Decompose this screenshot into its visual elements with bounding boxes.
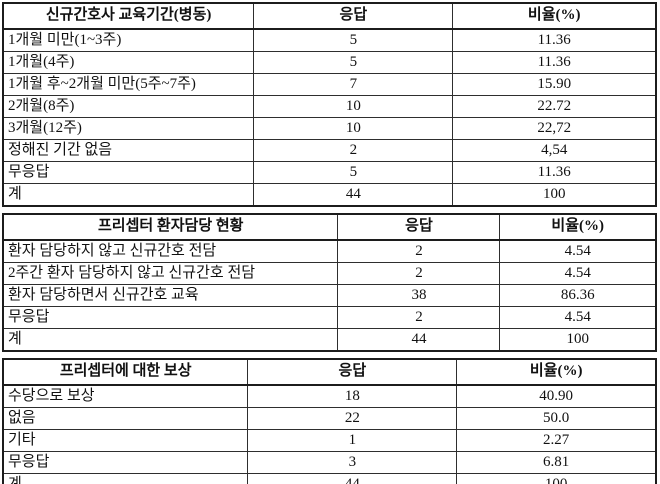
table-row: 없음 22 50.0 [2, 407, 657, 430]
column-header: 응답 [337, 213, 501, 241]
percentage-cell: 4,54 [452, 139, 657, 162]
response-count-cell: 44 [337, 328, 501, 352]
percentage-cell: 50.0 [456, 407, 657, 430]
percentage-cell: 100 [452, 183, 657, 207]
response-count-cell: 5 [253, 51, 454, 74]
percentage-cell: 6.81 [456, 451, 657, 474]
column-header: 응답 [247, 358, 458, 386]
response-count-cell: 7 [253, 73, 454, 96]
percentage-cell: 22.72 [452, 95, 657, 118]
response-count-cell: 3 [247, 451, 458, 474]
percentage-cell: 40.90 [456, 384, 657, 408]
table-row: 무응답 2 4.54 [2, 306, 657, 329]
table-row: 1개월 미만(1~3주) 5 11.36 [2, 28, 657, 52]
response-count-cell: 5 [253, 28, 454, 52]
response-count-cell: 18 [247, 384, 458, 408]
response-count-cell: 44 [253, 183, 454, 207]
percentage-cell: 15.90 [452, 73, 657, 96]
category-cell: 없음 [2, 407, 249, 430]
survey-table-new-nurse-education-period: 신규간호사 교육기간(병동) 응답 비율(%) 1개월 미만(1~3주) 5 11.36 1… [2, 2, 657, 207]
table-row: 계 44 100 [2, 473, 657, 484]
header-row: 신규간호사 교육기간(병동) 응답 비율(%) [2, 2, 657, 30]
survey-table-preceptor-patient-assignment: 프리셉터 환자담당 현황 응답 비율(%) 환자 담당하지 않고 신규간호 전담 2 4.… [2, 213, 657, 352]
response-count-cell: 1 [247, 429, 458, 452]
survey-table-preceptor-compensation: 프리셉터에 대한 보상 응답 비율(%) 수당으로 보상 18 40.90 없음 22 50.0… [2, 358, 657, 484]
category-cell: 3개월(12주) [2, 117, 255, 140]
table-row: 수당으로 보상 18 40.90 [2, 384, 657, 408]
table-row: 무응답 5 11.36 [2, 161, 657, 184]
table-row: 환자 담당하면서 신규간호 교육 38 86.36 [2, 284, 657, 307]
table-row: 1개월(4주) 5 11.36 [2, 51, 657, 74]
category-cell: 1개월(4주) [2, 51, 255, 74]
category-cell: 2개월(8주) [2, 95, 255, 118]
percentage-cell: 100 [456, 473, 657, 484]
column-header: 응답 [253, 2, 454, 30]
column-header: 프리셉터 환자담당 현황 [2, 213, 339, 241]
category-cell: 1개월 후~2개월 미만(5주~7주) [2, 73, 255, 96]
percentage-cell: 11.36 [452, 51, 657, 74]
category-cell: 무응답 [2, 451, 249, 474]
percentage-cell: 11.36 [452, 161, 657, 184]
table-row: 계 44 100 [2, 183, 657, 207]
table-row: 무응답 3 6.81 [2, 451, 657, 474]
response-count-cell: 44 [247, 473, 458, 484]
column-header: 비율(%) [499, 213, 657, 241]
column-header: 프리셉터에 대한 보상 [2, 358, 249, 386]
table-row: 기타 1 2.27 [2, 429, 657, 452]
category-cell: 무응답 [2, 161, 255, 184]
percentage-cell: 100 [499, 328, 657, 352]
response-count-cell: 10 [253, 95, 454, 118]
category-cell: 무응답 [2, 306, 339, 329]
category-cell: 2주간 환자 담당하지 않고 신규간호 전담 [2, 262, 339, 285]
table-row: 2개월(8주) 10 22.72 [2, 95, 657, 118]
response-count-cell: 2 [337, 306, 501, 329]
percentage-cell: 86.36 [499, 284, 657, 307]
response-count-cell: 2 [337, 262, 501, 285]
response-count-cell: 10 [253, 117, 454, 140]
percentage-cell: 4.54 [499, 262, 657, 285]
percentage-cell: 22,72 [452, 117, 657, 140]
category-cell: 계 [2, 328, 339, 352]
response-count-cell: 2 [337, 239, 501, 263]
header-row: 프리셉터에 대한 보상 응답 비율(%) [2, 358, 657, 386]
category-cell: 계 [2, 473, 249, 484]
category-cell: 기타 [2, 429, 249, 452]
category-cell: 환자 담당하면서 신규간호 교육 [2, 284, 339, 307]
table-row: 1개월 후~2개월 미만(5주~7주) 7 15.90 [2, 73, 657, 96]
table-row: 2주간 환자 담당하지 않고 신규간호 전담 2 4.54 [2, 262, 657, 285]
table-row: 3개월(12주) 10 22,72 [2, 117, 657, 140]
table-row: 정해진 기간 없음 2 4,54 [2, 139, 657, 162]
column-header: 신규간호사 교육기간(병동) [2, 2, 255, 30]
column-header: 비율(%) [456, 358, 657, 386]
header-row: 프리셉터 환자담당 현황 응답 비율(%) [2, 213, 657, 241]
category-cell: 정해진 기간 없음 [2, 139, 255, 162]
category-cell: 계 [2, 183, 255, 207]
percentage-cell: 11.36 [452, 28, 657, 52]
table-row: 환자 담당하지 않고 신규간호 전담 2 4.54 [2, 239, 657, 263]
column-header: 비율(%) [452, 2, 657, 30]
response-count-cell: 2 [253, 139, 454, 162]
category-cell: 환자 담당하지 않고 신규간호 전담 [2, 239, 339, 263]
percentage-cell: 4.54 [499, 306, 657, 329]
percentage-cell: 4.54 [499, 239, 657, 263]
table-row: 계 44 100 [2, 328, 657, 352]
response-count-cell: 38 [337, 284, 501, 307]
response-count-cell: 5 [253, 161, 454, 184]
category-cell: 1개월 미만(1~3주) [2, 28, 255, 52]
category-cell: 수당으로 보상 [2, 384, 249, 408]
response-count-cell: 22 [247, 407, 458, 430]
percentage-cell: 2.27 [456, 429, 657, 452]
